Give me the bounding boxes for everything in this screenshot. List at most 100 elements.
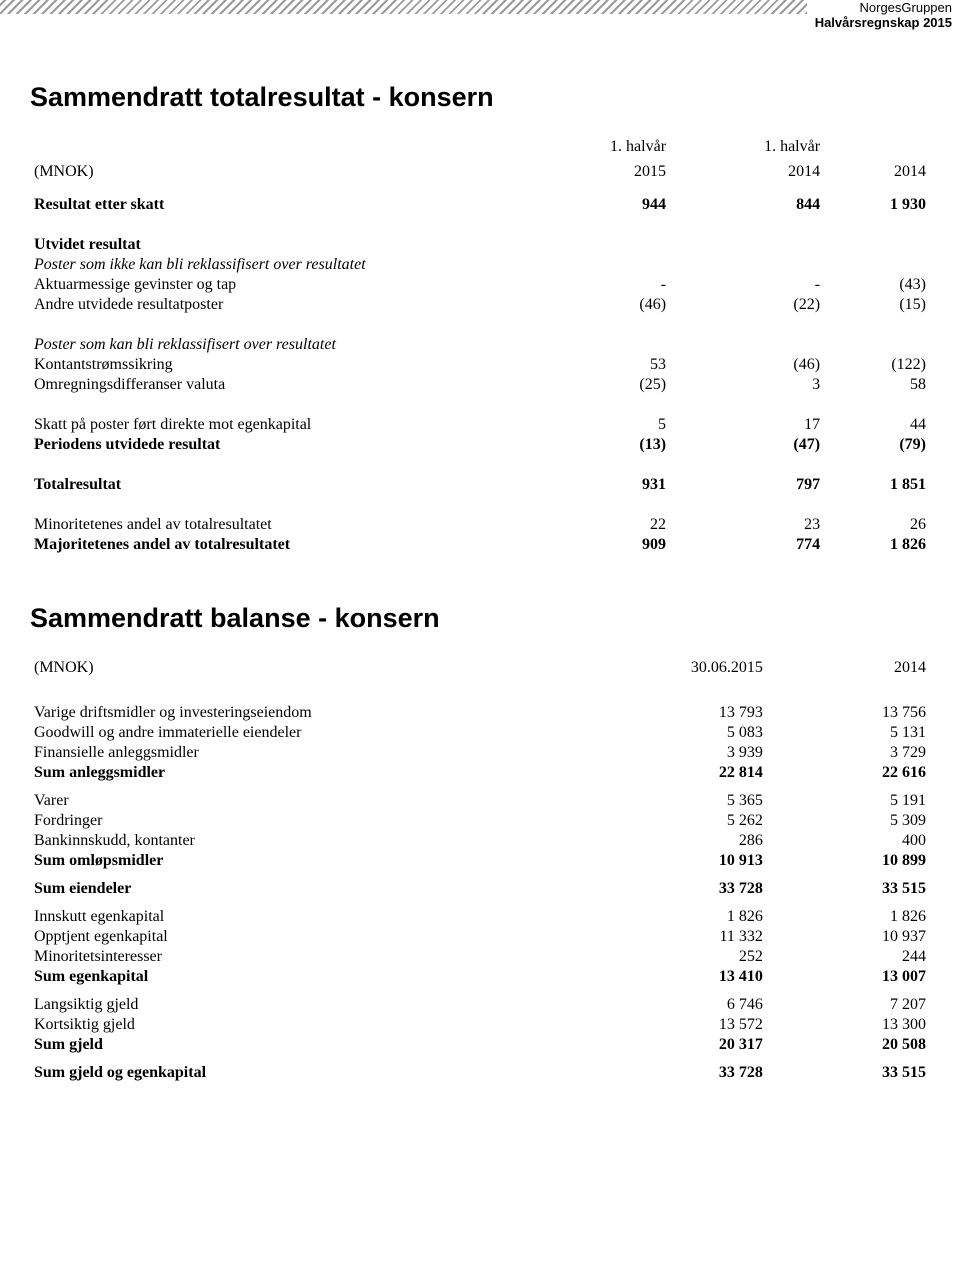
- table-totalresultat: 1. halvår 1. halvår (MNOK) 2015 2014 201…: [30, 137, 930, 555]
- table-row: Sum egenkapital13 41013 007: [30, 967, 930, 987]
- table-row: Skatt på poster ført direkte mot egenkap…: [30, 415, 930, 435]
- row-label: Sum gjeld: [30, 1035, 516, 1055]
- row-value: [670, 335, 824, 355]
- row-label: Varer: [30, 791, 516, 811]
- col-header: [824, 137, 930, 162]
- row-value: 244: [767, 947, 930, 967]
- col-header: 2014: [670, 162, 824, 187]
- row-value: [516, 255, 670, 275]
- row-value: 17: [670, 415, 824, 435]
- row-label: Sum eiendeler: [30, 879, 516, 899]
- row-value: [824, 235, 930, 255]
- row-value: 26: [824, 515, 930, 535]
- table-row: Sum omløpsmidler10 91310 899: [30, 851, 930, 871]
- table-row: Varige driftsmidler og investeringseiend…: [30, 703, 930, 723]
- row-value: 1 826: [824, 535, 930, 555]
- row-value: 20 317: [516, 1035, 767, 1055]
- row-value: (46): [516, 295, 670, 315]
- row-value: 5 262: [516, 811, 767, 831]
- row-value: (122): [824, 355, 930, 375]
- col-header: 30.06.2015: [516, 658, 767, 683]
- table-row: Opptjent egenkapital11 33210 937: [30, 927, 930, 947]
- row-label: Kortsiktig gjeld: [30, 1015, 516, 1035]
- row-value: 13 572: [516, 1015, 767, 1035]
- row-label: Bankinnskudd, kontanter: [30, 831, 516, 851]
- row-value: (43): [824, 275, 930, 295]
- row-value: (13): [516, 435, 670, 455]
- table-row: Innskutt egenkapital1 8261 826: [30, 907, 930, 927]
- table-row: Totalresultat9317971 851: [30, 475, 930, 495]
- row-value: 6 746: [516, 995, 767, 1015]
- table-row: Minoritetsinteresser252244: [30, 947, 930, 967]
- row-value: 13 300: [767, 1015, 930, 1035]
- row-value: 22: [516, 515, 670, 535]
- table-row: Kortsiktig gjeld13 57213 300: [30, 1015, 930, 1035]
- table-row: Resultat etter skatt9448441 930: [30, 195, 930, 215]
- row-value: 5 131: [767, 723, 930, 743]
- row-label: Innskutt egenkapital: [30, 907, 516, 927]
- row-value: (47): [670, 435, 824, 455]
- table-row: Varer5 3655 191: [30, 791, 930, 811]
- row-value: 13 756: [767, 703, 930, 723]
- row-value: (25): [516, 375, 670, 395]
- table-row: Sum gjeld20 31720 508: [30, 1035, 930, 1055]
- section-title-totalresultat: Sammendratt totalresultat - konsern: [30, 82, 930, 113]
- row-value: 3 939: [516, 743, 767, 763]
- row-value: 33 728: [516, 1063, 767, 1083]
- row-value: 774: [670, 535, 824, 555]
- row-value: [670, 235, 824, 255]
- row-label: Kontantstrømssikring: [30, 355, 516, 375]
- row-value: [516, 235, 670, 255]
- row-value: [824, 255, 930, 275]
- row-value: 286: [516, 831, 767, 851]
- row-label: Finansielle anleggsmidler: [30, 743, 516, 763]
- row-value: -: [670, 275, 824, 295]
- row-value: 252: [516, 947, 767, 967]
- row-label: Sum omløpsmidler: [30, 851, 516, 871]
- row-value: 44: [824, 415, 930, 435]
- table-row: Sum eiendeler33 72833 515: [30, 879, 930, 899]
- table-row: Langsiktig gjeld6 7467 207: [30, 995, 930, 1015]
- row-value: 33 728: [516, 879, 767, 899]
- unit-label: (MNOK): [30, 162, 516, 187]
- row-value: 10 937: [767, 927, 930, 947]
- row-label: Aktuarmessige gevinster og tap: [30, 275, 516, 295]
- row-value: 1 826: [767, 907, 930, 927]
- col-header: 2014: [767, 658, 930, 683]
- row-value: 1 930: [824, 195, 930, 215]
- section-title-balanse: Sammendratt balanse - konsern: [30, 603, 930, 634]
- row-value: 13 410: [516, 967, 767, 987]
- row-value: 22 616: [767, 763, 930, 783]
- row-value: 5 191: [767, 791, 930, 811]
- row-label: Fordringer: [30, 811, 516, 831]
- table-row: Poster som kan bli reklassifisert over r…: [30, 335, 930, 355]
- table-row: Minoritetenes andel av totalresultatet22…: [30, 515, 930, 535]
- row-label: Skatt på poster ført direkte mot egenkap…: [30, 415, 516, 435]
- row-value: 1 851: [824, 475, 930, 495]
- row-label: Goodwill og andre immaterielle eiendeler: [30, 723, 516, 743]
- page-header: NorgesGruppen Halvårsregnskap 2015: [0, 0, 960, 14]
- row-value: 33 515: [767, 1063, 930, 1083]
- row-label: Totalresultat: [30, 475, 516, 495]
- row-label: Utvidet resultat: [30, 235, 516, 255]
- col-header: 2014: [824, 162, 930, 187]
- row-value: [516, 335, 670, 355]
- row-value: 53: [516, 355, 670, 375]
- row-value: 33 515: [767, 879, 930, 899]
- row-value: (22): [670, 295, 824, 315]
- table-row: Periodens utvidede resultat(13)(47)(79): [30, 435, 930, 455]
- row-value: 13 793: [516, 703, 767, 723]
- row-value: (79): [824, 435, 930, 455]
- row-value: 1 826: [516, 907, 767, 927]
- row-value: 931: [516, 475, 670, 495]
- row-label: Minoritetsinteresser: [30, 947, 516, 967]
- row-label: Resultat etter skatt: [30, 195, 516, 215]
- row-value: 23: [670, 515, 824, 535]
- row-value: 5 309: [767, 811, 930, 831]
- row-label: Poster som ikke kan bli reklassifisert o…: [30, 255, 516, 275]
- row-label: Opptjent egenkapital: [30, 927, 516, 947]
- row-label: Sum anleggsmidler: [30, 763, 516, 783]
- row-label: Andre utvidede resultatposter: [30, 295, 516, 315]
- row-label: Periodens utvidede resultat: [30, 435, 516, 455]
- table-row: Goodwill og andre immaterielle eiendeler…: [30, 723, 930, 743]
